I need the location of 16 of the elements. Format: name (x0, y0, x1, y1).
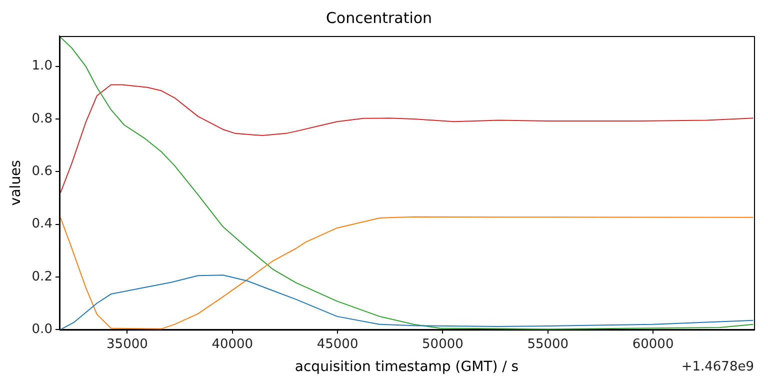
x-tick-label: 40000 (212, 336, 254, 352)
x-tick-label: 35000 (106, 336, 148, 352)
y-tick-label: 0.8 (32, 111, 52, 126)
x-tick-label: 45000 (316, 336, 358, 352)
y-tick-label: 0.0 (32, 322, 52, 337)
x-tick-label: 55000 (527, 336, 569, 352)
y-tick-label: 0.2 (32, 269, 52, 284)
y-tick-label: 0.6 (32, 164, 52, 179)
x-tick-label: 60000 (632, 336, 674, 352)
y-tick-label: 1.0 (32, 58, 52, 74)
x-tick-label: 50000 (422, 336, 464, 352)
y-axis-title: values (8, 160, 24, 206)
x-axis-title: acquisition timestamp (GMT) / s (294, 359, 519, 376)
text: +1.4678e9 (681, 359, 754, 374)
chart-title: Concentration (326, 8, 432, 27)
y-tick-label: 0.4 (32, 216, 52, 232)
